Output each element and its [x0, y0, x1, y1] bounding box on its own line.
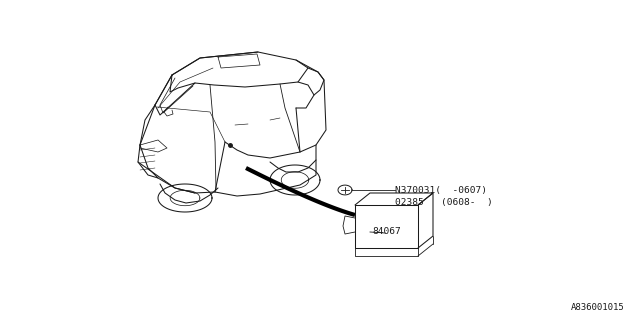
Text: 84067: 84067 — [372, 228, 401, 236]
Text: A836001015: A836001015 — [572, 303, 625, 312]
Text: 02385   (0608-  ): 02385 (0608- ) — [395, 197, 493, 206]
Text: N370031(  -0607): N370031( -0607) — [395, 186, 487, 195]
